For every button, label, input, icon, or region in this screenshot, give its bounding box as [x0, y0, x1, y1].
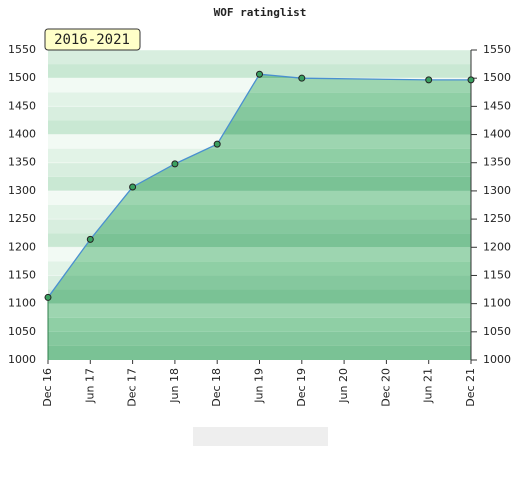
- y-tick-label: 1300: [8, 184, 36, 197]
- y-tick-label: 1150: [8, 268, 36, 281]
- y-tick-label: 1050: [8, 325, 36, 338]
- y-tick-label: 1100: [8, 297, 36, 310]
- x-tick-label: Dec 18: [210, 368, 223, 407]
- x-tick-label: Dec 20: [379, 368, 392, 407]
- y2-tick-label: 1300: [483, 184, 511, 197]
- x-tick-label: Jun 19: [253, 368, 266, 404]
- band: [48, 190, 471, 205]
- x-tick-label: Dec 17: [126, 368, 139, 407]
- band: [48, 50, 471, 65]
- point: [213, 140, 221, 148]
- badge-box: [44, 28, 141, 51]
- band: [48, 275, 471, 290]
- y2-tick-label: 1000: [483, 353, 511, 366]
- y2-tick-label: 1150: [483, 268, 511, 281]
- point: [425, 76, 433, 84]
- point: [467, 76, 475, 84]
- point: [86, 235, 94, 243]
- y-tick-label: 1500: [8, 71, 36, 84]
- x-tick-label: Dec 16: [41, 368, 54, 407]
- band: [48, 176, 471, 191]
- y-tick-label: 1450: [8, 99, 36, 112]
- y2-tick-label: 1050: [483, 325, 511, 338]
- y2-tick-label: 1550: [483, 43, 511, 56]
- band: [48, 261, 471, 276]
- band: [48, 317, 471, 332]
- x-tick-label: Jun 20: [337, 368, 350, 404]
- point: [256, 70, 263, 78]
- y2-tick-label: 1250: [483, 212, 511, 225]
- chart-title: WOF ratinglist: [214, 6, 307, 19]
- x-tick-label: Jun 18: [168, 368, 181, 404]
- band: [48, 219, 471, 234]
- band: [48, 331, 471, 346]
- band: [48, 233, 471, 248]
- x-tick-label: Jun 17: [83, 368, 96, 404]
- x-tick-label: Dec 19: [295, 368, 308, 407]
- band: [48, 247, 471, 262]
- y-tick-label: 1550: [8, 43, 36, 56]
- y2-tick-label: 1200: [483, 240, 511, 253]
- x-tick-label: Jun 21: [422, 368, 435, 404]
- x-tick-label: Dec 21: [464, 368, 477, 407]
- point: [129, 183, 137, 191]
- point: [171, 160, 179, 168]
- y-tick-label: 1350: [8, 156, 36, 169]
- point: [298, 74, 306, 82]
- y-tick-label: 1000: [8, 353, 36, 366]
- band: [48, 303, 471, 318]
- y2-tick-label: 1350: [483, 156, 511, 169]
- badge: 2016-2021: [54, 32, 130, 48]
- y2-tick-label: 1500: [483, 71, 511, 84]
- y-tick-label: 1400: [8, 128, 36, 141]
- legend-box: [193, 427, 328, 446]
- band: [48, 289, 471, 304]
- band: [48, 205, 471, 220]
- y-tick-label: 1250: [8, 212, 36, 225]
- point: [44, 293, 52, 301]
- y-tick-label: 1200: [8, 240, 36, 253]
- band: [48, 345, 471, 360]
- y2-tick-label: 1400: [483, 128, 511, 141]
- y2-tick-label: 1450: [483, 99, 511, 112]
- y2-tick-label: 1100: [483, 297, 511, 310]
